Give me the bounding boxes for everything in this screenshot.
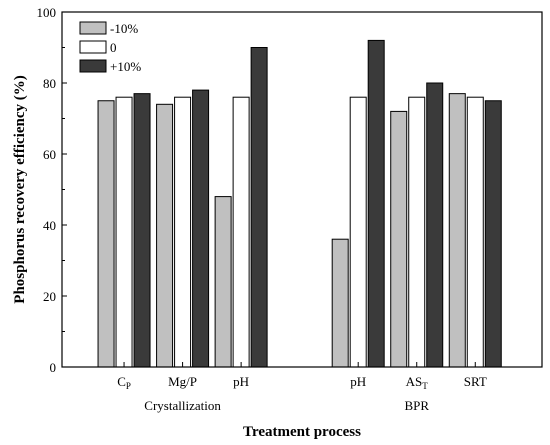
bar-2-4 bbox=[349, 96, 367, 368]
y-tick-label: 60 bbox=[43, 147, 56, 162]
bar-2-3 bbox=[232, 96, 250, 368]
bar-3-6 bbox=[484, 100, 502, 368]
bar-1-2 bbox=[156, 103, 174, 368]
y-tick-label: 0 bbox=[50, 360, 57, 375]
group-label: Crystallization bbox=[144, 398, 221, 413]
y-axis-title: Phosphorus recovery efficiency (%) bbox=[12, 75, 28, 303]
bar-1-6 bbox=[448, 93, 466, 368]
group-label: BPR bbox=[404, 398, 429, 413]
bar-3-5 bbox=[426, 82, 444, 368]
x-tick-label-main: AS bbox=[406, 374, 423, 389]
x-tick-label-main: Mg/P bbox=[168, 374, 197, 389]
bar-3-3 bbox=[250, 47, 268, 368]
legend-swatch bbox=[79, 40, 107, 54]
x-tick-label-sub: T bbox=[422, 381, 428, 391]
legend-swatch bbox=[79, 21, 107, 35]
bar-3-1 bbox=[133, 93, 151, 368]
bar-1-5 bbox=[390, 110, 408, 368]
legend-label: 0 bbox=[110, 40, 117, 55]
x-tick-label: SRT bbox=[464, 374, 487, 389]
legend-label: -10% bbox=[110, 21, 138, 36]
y-tick-label: 100 bbox=[37, 5, 57, 20]
bar-2-6 bbox=[466, 96, 484, 368]
x-tick-label-main: pH bbox=[350, 374, 366, 389]
x-tick-label: CP bbox=[117, 374, 131, 391]
x-tick-label: AST bbox=[406, 374, 429, 391]
x-tick-label: pH bbox=[350, 374, 366, 389]
y-tick-label: 40 bbox=[43, 218, 56, 233]
legend-label: +10% bbox=[110, 59, 141, 74]
y-tick-label: 20 bbox=[43, 289, 56, 304]
bars-layer bbox=[97, 39, 502, 368]
y-tick-label: 80 bbox=[43, 76, 56, 91]
bar-1-3 bbox=[214, 196, 232, 368]
x-tick-label: pH bbox=[233, 374, 249, 389]
x-tick-label: Mg/P bbox=[168, 374, 197, 389]
legend-swatch bbox=[79, 59, 107, 73]
x-axis-title: Treatment process bbox=[243, 424, 361, 440]
bar-2-1 bbox=[115, 96, 133, 368]
x-tick-label-main: pH bbox=[233, 374, 249, 389]
bar-1-4 bbox=[331, 238, 349, 368]
ticks-layer: 0 20 40 60 80 100 CP Mg/P pH pH AST SRT Crystallizat… bbox=[37, 5, 487, 413]
bar-3-2 bbox=[192, 89, 210, 368]
bar-2-5 bbox=[408, 96, 426, 368]
x-tick-label-main: C bbox=[117, 374, 126, 389]
legend: -10% 0 +10% bbox=[79, 21, 141, 74]
x-tick-label-main: SRT bbox=[464, 374, 487, 389]
bar-2-2 bbox=[174, 96, 192, 368]
bar-3-4 bbox=[367, 39, 385, 368]
bar-1-1 bbox=[97, 100, 115, 368]
x-tick-label-sub: P bbox=[126, 381, 131, 391]
